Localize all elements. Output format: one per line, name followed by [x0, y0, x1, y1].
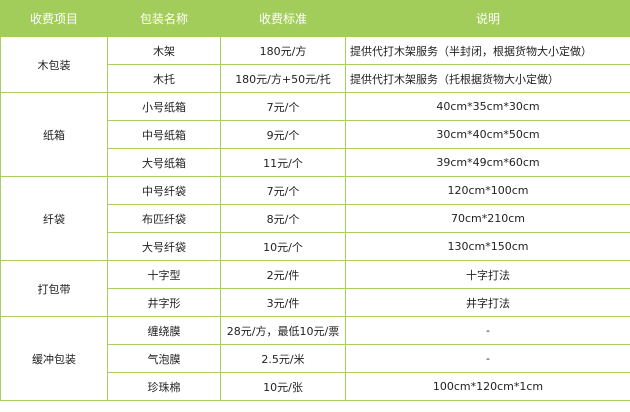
package-name-cell: 气泡膜	[107, 344, 221, 373]
category-cell: 木包装	[0, 36, 108, 93]
packaging-fee-table: 收费项目 包装名称 收费标准 说明 木包装 木架 180元/方 提供代打木架服务（半封…	[0, 0, 630, 401]
package-name-cell: 井字形	[107, 288, 221, 317]
price-cell: 2.5元/米	[220, 344, 346, 373]
table-row: 气泡膜 2.5元/米 -	[1, 344, 630, 373]
package-name-cell: 中号纸箱	[107, 120, 221, 149]
note-cell: 39cm*49cm*60cm	[345, 148, 630, 177]
price-cell: 10元/张	[220, 372, 346, 401]
package-name-cell: 大号纤袋	[107, 232, 221, 261]
table-row: 缓冲包装 缠绕膜 28元/方，最低10元/票 -	[0, 316, 630, 401]
price-cell: 2元/件	[220, 260, 346, 289]
table-row: 纤袋 中号纤袋 7元/个 120cm*100cm	[0, 176, 630, 261]
header-row: 收费项目 包装名称 收费标准 说明	[0, 0, 630, 37]
package-name-cell: 木架	[107, 36, 221, 65]
price-cell: 11元/个	[220, 148, 346, 177]
header-name: 包装名称	[107, 0, 221, 37]
table-row: 布匹纤袋 8元/个 70cm*210cm	[1, 204, 630, 233]
price-cell: 9元/个	[220, 120, 346, 149]
note-cell: 70cm*210cm	[345, 204, 630, 233]
package-name-cell: 十字型	[107, 260, 221, 289]
category-cell: 打包带	[0, 260, 108, 317]
table-row: 大号纸箱 11元/个 39cm*49cm*60cm	[1, 148, 630, 177]
package-name-cell: 中号纤袋	[107, 176, 221, 205]
table-row: 珍珠棉 10元/张 100cm*120cm*1cm	[1, 372, 630, 401]
note-cell: 30cm*40cm*50cm	[345, 120, 630, 149]
price-cell: 7元/个	[220, 92, 346, 121]
note-cell: 120cm*100cm	[345, 176, 630, 205]
note-cell: -	[345, 316, 630, 345]
category-cell: 缓冲包装	[0, 316, 108, 401]
header-note: 说明	[345, 0, 630, 37]
package-name-cell: 大号纸箱	[107, 148, 221, 177]
price-cell: 180元/方	[220, 36, 346, 65]
category-cell: 纸箱	[0, 92, 108, 177]
price-cell: 7元/个	[220, 176, 346, 205]
price-cell: 180元/方+50元/托	[220, 64, 346, 93]
note-cell: 40cm*35cm*30cm	[345, 92, 630, 121]
note-cell: 提供代打木架服务（半封闭，根据货物大小定做）	[345, 36, 630, 65]
table-row: 打包带 十字型 2元/件 十字打法	[0, 260, 630, 317]
price-cell: 8元/个	[220, 204, 346, 233]
note-cell: -	[345, 344, 630, 373]
table-row: 木包装 木架 180元/方 提供代打木架服务（半封闭，根据货物大小定做）	[0, 36, 630, 93]
package-name-cell: 珍珠棉	[107, 372, 221, 401]
table-row: 中号纸箱 9元/个 30cm*40cm*50cm	[1, 120, 630, 149]
table-row: 纸箱 小号纸箱 7元/个 40cm*35cm*30cm	[0, 92, 630, 177]
note-cell: 130cm*150cm	[345, 232, 630, 261]
price-cell: 3元/件	[220, 288, 346, 317]
note-cell: 提供代打木架服务（托根据货物大小定做）	[345, 64, 630, 93]
note-cell: 100cm*120cm*1cm	[345, 372, 630, 401]
table-row: 大号纤袋 10元/个 130cm*150cm	[1, 232, 630, 261]
category-cell: 纤袋	[0, 176, 108, 261]
package-name-cell: 缠绕膜	[107, 316, 221, 345]
price-cell: 10元/个	[220, 232, 346, 261]
header-category: 收费项目	[0, 0, 108, 37]
price-cell: 28元/方，最低10元/票	[220, 316, 346, 345]
note-cell: 井字打法	[345, 288, 630, 317]
package-name-cell: 木托	[107, 64, 221, 93]
package-name-cell: 小号纸箱	[107, 92, 221, 121]
note-cell: 十字打法	[345, 260, 630, 289]
header-price: 收费标准	[220, 0, 346, 37]
package-name-cell: 布匹纤袋	[107, 204, 221, 233]
